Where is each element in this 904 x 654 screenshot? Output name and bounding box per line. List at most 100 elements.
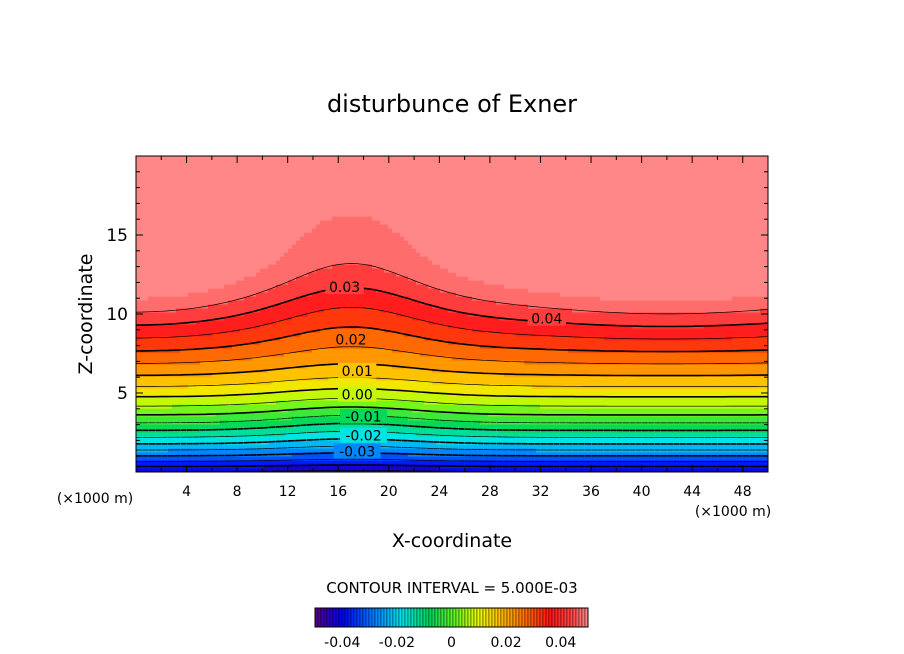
field-cell <box>192 408 197 413</box>
field-cell <box>280 400 285 405</box>
field-cell <box>264 468 269 472</box>
field-cell <box>244 240 249 245</box>
field-cell <box>228 360 233 365</box>
field-cell <box>340 208 345 213</box>
field-cell <box>280 328 285 333</box>
field-cell <box>352 228 357 233</box>
field-cell <box>180 468 185 472</box>
field-cell <box>244 228 249 233</box>
field-cell <box>372 268 377 273</box>
field-cell <box>144 188 149 193</box>
field-cell <box>284 380 289 385</box>
field-cell <box>200 248 205 253</box>
field-cell <box>356 316 361 321</box>
field-cell <box>300 384 305 389</box>
field-cell <box>380 304 385 309</box>
field-cell <box>380 284 385 289</box>
field-cell <box>268 428 273 433</box>
field-cell <box>224 276 229 281</box>
field-cell <box>264 180 269 185</box>
field-cell <box>376 372 381 377</box>
field-cell <box>376 344 381 349</box>
field-cell <box>176 208 181 213</box>
field-cell <box>256 168 261 173</box>
field-cell <box>156 272 161 277</box>
field-cell <box>272 276 277 281</box>
field-cell <box>188 376 193 381</box>
field-cell <box>192 436 197 441</box>
field-cell <box>204 368 209 373</box>
field-cell <box>348 200 353 205</box>
field-cell <box>196 200 201 205</box>
field-cell <box>252 388 257 393</box>
field-cell <box>288 260 293 265</box>
field-cell <box>176 228 181 233</box>
field-cell <box>320 236 325 241</box>
field-cell <box>288 196 293 201</box>
field-cell <box>212 156 217 161</box>
field-cell <box>340 196 345 201</box>
field-cell <box>384 236 389 241</box>
field-cell <box>176 180 181 185</box>
field-cell <box>204 160 209 165</box>
field-cell <box>384 352 389 357</box>
field-cell <box>192 468 197 472</box>
field-cell <box>324 360 329 365</box>
field-cell <box>280 332 285 337</box>
field-cell <box>376 404 381 409</box>
field-cell <box>264 204 269 209</box>
field-cell <box>308 452 313 457</box>
field-cell <box>268 336 273 341</box>
field-cell <box>364 244 369 249</box>
field-cell <box>320 320 325 325</box>
field-cell <box>272 280 277 285</box>
field-cell <box>228 224 233 229</box>
field-cell <box>260 428 265 433</box>
field-cell <box>328 464 333 469</box>
field-cell <box>288 184 293 189</box>
field-cell <box>296 304 301 309</box>
field-cell <box>176 236 181 241</box>
field-cell <box>300 464 305 469</box>
field-cell <box>188 396 193 401</box>
field-cell <box>244 356 249 361</box>
field-cell <box>208 244 213 249</box>
field-cell <box>184 264 189 269</box>
field-cell <box>308 268 313 273</box>
field-cell <box>168 176 173 181</box>
field-cell <box>384 212 389 217</box>
field-cell <box>312 380 317 385</box>
field-cell <box>308 340 313 345</box>
field-cell <box>180 364 185 369</box>
field-cell <box>324 324 329 329</box>
field-cell <box>320 216 325 221</box>
field-cell <box>136 212 141 217</box>
field-cell <box>176 340 181 345</box>
field-cell <box>160 436 165 441</box>
field-cell <box>212 316 217 321</box>
field-cell <box>216 260 221 265</box>
field-cell <box>332 168 337 173</box>
field-cell <box>140 444 145 449</box>
field-cell <box>308 420 313 425</box>
field-cell <box>320 240 325 245</box>
field-cell <box>208 328 213 333</box>
field-cell <box>252 264 257 269</box>
field-cell <box>144 200 149 205</box>
field-cell <box>276 192 281 197</box>
field-cell <box>236 408 241 413</box>
field-cell <box>240 360 245 365</box>
field-cell <box>156 312 161 317</box>
field-cell <box>308 312 313 317</box>
field-cell <box>332 300 337 305</box>
field-cell <box>140 360 145 365</box>
field-cell <box>384 304 389 309</box>
field-cell <box>188 456 193 461</box>
field-cell <box>292 304 297 309</box>
field-cell <box>164 352 169 357</box>
field-cell <box>172 264 177 269</box>
field-cell <box>248 432 253 437</box>
field-cell <box>264 224 269 229</box>
field-cell <box>192 324 197 329</box>
field-cell <box>176 248 181 253</box>
